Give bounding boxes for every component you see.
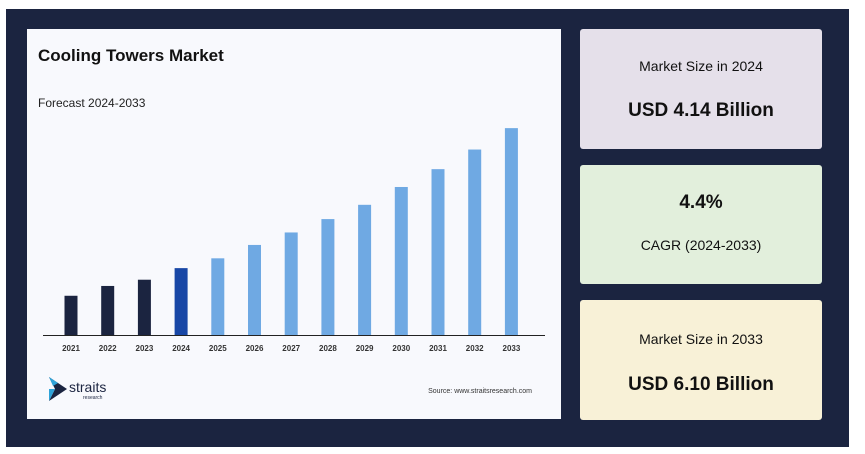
x-tick-2025: 2025 — [209, 344, 227, 353]
x-tick-2022: 2022 — [99, 344, 117, 353]
x-tick-2026: 2026 — [246, 344, 264, 353]
x-tick-2024: 2024 — [172, 344, 190, 353]
x-tick-2029: 2029 — [356, 344, 374, 353]
bar-2026 — [248, 244, 261, 335]
bar-2029 — [358, 204, 372, 335]
x-tick-2033: 2033 — [503, 344, 521, 353]
market-size-2033-card: Market Size in 2033 USD 6.10 Billion — [580, 300, 822, 420]
bar-2030 — [394, 186, 408, 335]
bar-group — [64, 128, 518, 335]
x-tick-labels: 2021 2022 2023 2024 2025 2026 2027 2028 2029 2030… — [62, 344, 521, 353]
chart-subtitle: Forecast 2024-2033 — [38, 96, 146, 110]
x-tick-2023: 2023 — [136, 344, 154, 353]
x-tick-2028: 2028 — [319, 344, 337, 353]
bar-chart: 2021 2022 2023 2024 2025 2026 2027 2028 2029 2030… — [43, 128, 545, 353]
logo-subtext: research — [83, 395, 103, 401]
bar-2021 — [64, 295, 78, 335]
bar-2028 — [321, 219, 335, 335]
chart-panel: Cooling Towers Market Forecast 2024-2033… — [27, 29, 561, 419]
bar-2031 — [431, 169, 445, 335]
x-tick-2021: 2021 — [62, 344, 80, 353]
bar-2023 — [137, 279, 151, 335]
market-size-2024-value: USD 4.14 Billion — [628, 100, 774, 121]
bar-2027 — [284, 232, 298, 335]
x-tick-2032: 2032 — [466, 344, 484, 353]
chart-title: Cooling Towers Market — [38, 46, 224, 65]
x-tick-2030: 2030 — [392, 344, 410, 353]
bar-2024 — [174, 268, 188, 335]
bar-2032 — [468, 149, 482, 335]
cagr-value: 4.4% — [679, 192, 723, 213]
source-note: Source: www.straitsresearch.com — [428, 388, 532, 395]
market-size-2033-value: USD 6.10 Billion — [628, 374, 774, 395]
straits-logo: straits research — [47, 375, 127, 405]
cagr-card: 4.4% CAGR (2024-2033) — [580, 165, 822, 284]
straits-chevron-icon — [49, 377, 67, 401]
logo-name: straits — [69, 379, 107, 395]
x-tick-2031: 2031 — [429, 344, 447, 353]
bar-2025 — [211, 258, 225, 335]
bar-2022 — [101, 285, 115, 335]
market-size-2024-card: Market Size in 2024 USD 4.14 Billion — [580, 29, 822, 149]
market-size-2033-label: Market Size in 2033 — [639, 331, 763, 347]
cagr-label: CAGR (2024-2033) — [640, 237, 762, 253]
market-size-2024-label: Market Size in 2024 — [639, 58, 763, 74]
bar-2033 — [504, 128, 518, 335]
x-tick-2027: 2027 — [282, 344, 300, 353]
